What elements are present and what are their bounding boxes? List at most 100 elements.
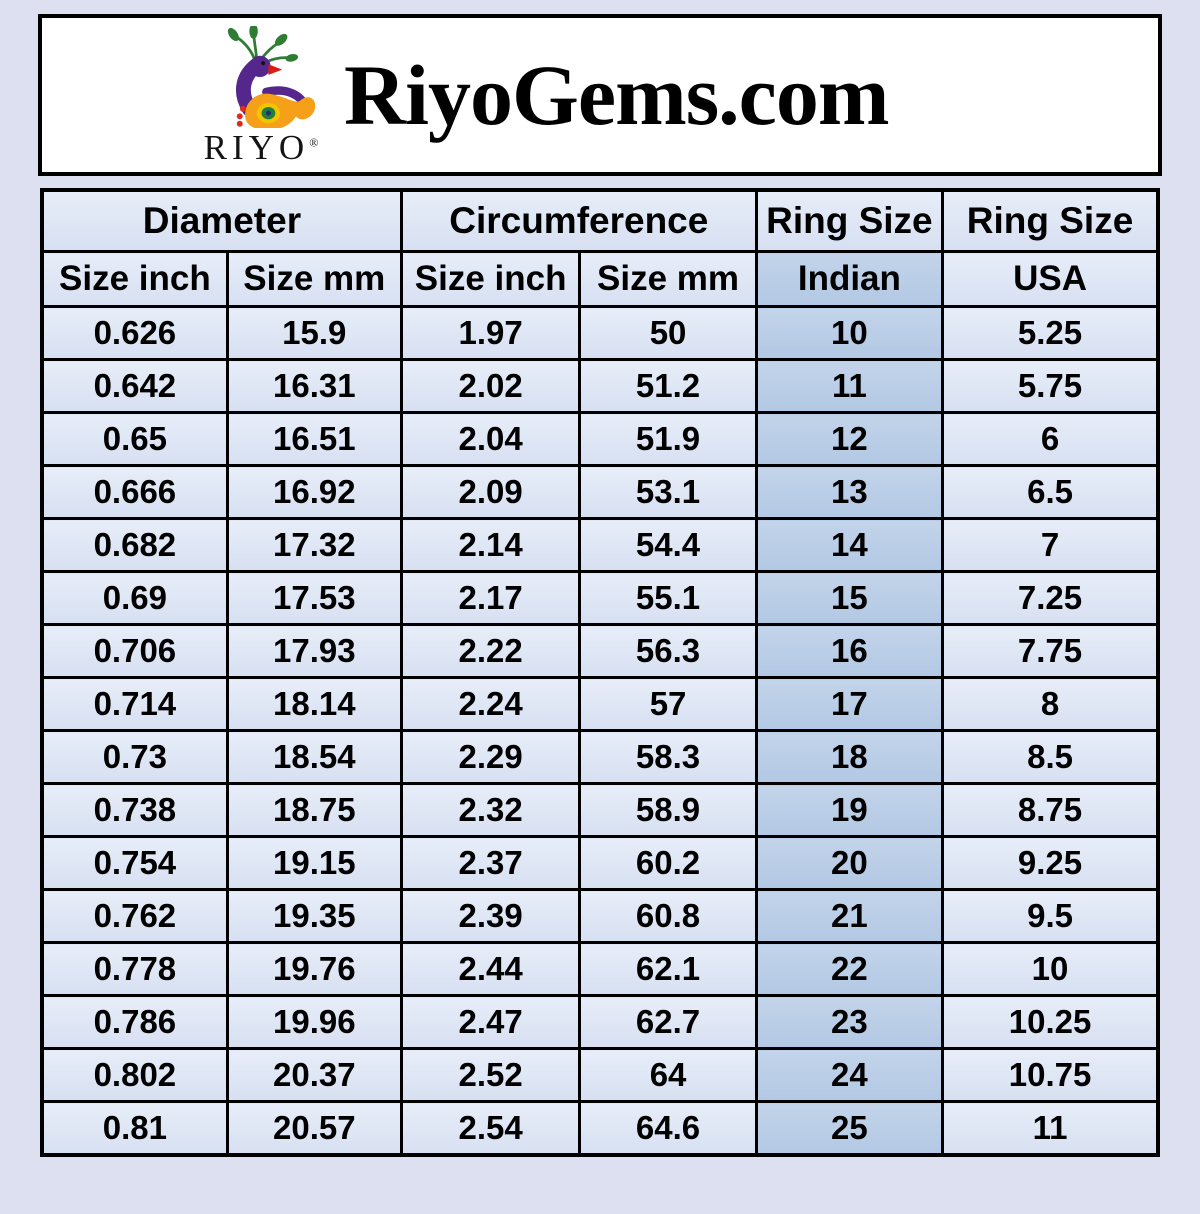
subheader-size-inch-circumference: Size inch: [399, 250, 582, 308]
table-cell: 7: [941, 517, 1160, 573]
table-row: 0.666 16.92 2.09 53.1 13 6.5: [40, 464, 1160, 520]
table-row: 0.626 15.9 1.97 50 10 5.25: [40, 305, 1160, 361]
table-cell: 6.5: [941, 464, 1160, 520]
table-cell: 5.25: [941, 305, 1160, 361]
table-cell: 55.1: [578, 570, 758, 626]
table-cell: 2.29: [399, 729, 582, 785]
header-banner: RIYO® RiyoGems.com: [38, 14, 1162, 176]
header-diameter: Diameter: [40, 188, 403, 253]
table-cell-indian: 19: [754, 782, 945, 838]
table-cell: 0.714: [40, 676, 229, 732]
table-cell: 0.762: [40, 888, 229, 944]
table-cell: 54.4: [578, 517, 758, 573]
table-cell: 62.1: [578, 941, 758, 997]
table-cell: 15.9: [225, 305, 403, 361]
table-cell: 60.2: [578, 835, 758, 891]
table-cell: 2.22: [399, 623, 582, 679]
table-cell: 2.24: [399, 676, 582, 732]
table-cell: 10: [941, 941, 1160, 997]
table-cell: 1.97: [399, 305, 582, 361]
table-cell: 2.14: [399, 517, 582, 573]
table-cell: 7.25: [941, 570, 1160, 626]
table-cell: 6: [941, 411, 1160, 467]
table-cell: 8.5: [941, 729, 1160, 785]
table-cell: 7.75: [941, 623, 1160, 679]
table-cell-indian: 18: [754, 729, 945, 785]
table-cell: 10.25: [941, 994, 1160, 1050]
table-cell: 53.1: [578, 464, 758, 520]
table-cell: 0.69: [40, 570, 229, 626]
table-cell: 58.3: [578, 729, 758, 785]
table-row: 0.73 18.54 2.29 58.3 18 8.5: [40, 729, 1160, 785]
subheader-size-mm-diameter: Size mm: [225, 250, 403, 308]
table-cell: 0.81: [40, 1100, 229, 1157]
table-cell: 2.39: [399, 888, 582, 944]
subheader-size-mm-circumference: Size mm: [578, 250, 758, 308]
table-cell: 51.2: [578, 358, 758, 414]
peacock-logo-icon: [227, 25, 316, 128]
table-cell: 64: [578, 1047, 758, 1103]
table-cell: 0.626: [40, 305, 229, 361]
table-cell: 2.52: [399, 1047, 582, 1103]
table-cell: 8.75: [941, 782, 1160, 838]
table-cell: 50: [578, 305, 758, 361]
table-cell: 17.53: [225, 570, 403, 626]
table-cell: 2.47: [399, 994, 582, 1050]
table-cell-indian: 10: [754, 305, 945, 361]
table-cell-indian: 20: [754, 835, 945, 891]
table-cell: 16.92: [225, 464, 403, 520]
header-circumference: Circumference: [399, 188, 758, 253]
table-cell-indian: 12: [754, 411, 945, 467]
table-cell: 2.09: [399, 464, 582, 520]
table-cell: 0.778: [40, 941, 229, 997]
riyo-logo: RIYO®: [202, 25, 320, 167]
table-cell: 2.44: [399, 941, 582, 997]
site-title: RiyoGems.com: [344, 47, 889, 143]
table-cell: 20.37: [225, 1047, 403, 1103]
sub-header-row: Size inch Size mm Size inch Size mm Indi…: [40, 250, 1160, 308]
table-cell-indian: 17: [754, 676, 945, 732]
table-row: 0.778 19.76 2.44 62.1 22 10: [40, 941, 1160, 997]
table-cell-indian: 14: [754, 517, 945, 573]
table-row: 0.65 16.51 2.04 51.9 12 6: [40, 411, 1160, 467]
table-row: 0.642 16.31 2.02 51.2 11 5.75: [40, 358, 1160, 414]
table-row: 0.754 19.15 2.37 60.2 20 9.25: [40, 835, 1160, 891]
table-cell-indian: 22: [754, 941, 945, 997]
table-cell: 2.02: [399, 358, 582, 414]
table-cell: 19.96: [225, 994, 403, 1050]
table-cell: 62.7: [578, 994, 758, 1050]
table-cell: 20.57: [225, 1100, 403, 1157]
table-cell: 0.786: [40, 994, 229, 1050]
table-cell-indian: 21: [754, 888, 945, 944]
table-cell-indian: 24: [754, 1047, 945, 1103]
table-row: 0.706 17.93 2.22 56.3 16 7.75: [40, 623, 1160, 679]
table-cell: 64.6: [578, 1100, 758, 1157]
table-cell: 18.54: [225, 729, 403, 785]
group-header-row: Diameter Circumference Ring Size Ring Si…: [40, 188, 1160, 253]
table-cell: 0.706: [40, 623, 229, 679]
table-cell-indian: 15: [754, 570, 945, 626]
table-cell: 19.15: [225, 835, 403, 891]
header-ring-size-indian: Ring Size: [754, 188, 945, 253]
table-cell: 0.666: [40, 464, 229, 520]
table-cell: 0.754: [40, 835, 229, 891]
table-row: 0.738 18.75 2.32 58.9 19 8.75: [40, 782, 1160, 838]
table-row: 0.682 17.32 2.14 54.4 14 7: [40, 517, 1160, 573]
logo-wordmark: RIYO®: [203, 127, 319, 167]
table-cell: 17.93: [225, 623, 403, 679]
subheader-indian: Indian: [754, 250, 945, 308]
table-cell: 19.35: [225, 888, 403, 944]
table-row: 0.69 17.53 2.17 55.1 15 7.25: [40, 570, 1160, 626]
table-cell: 8: [941, 676, 1160, 732]
ring-size-table: Diameter Circumference Ring Size Ring Si…: [40, 188, 1160, 1157]
table-cell: 16.51: [225, 411, 403, 467]
table-cell: 2.37: [399, 835, 582, 891]
table-cell: 5.75: [941, 358, 1160, 414]
table-cell: 0.65: [40, 411, 229, 467]
table-cell-indian: 25: [754, 1100, 945, 1157]
table-cell: 0.682: [40, 517, 229, 573]
header-ring-size-usa: Ring Size: [941, 188, 1160, 253]
table-cell: 56.3: [578, 623, 758, 679]
registered-trademark: ®: [309, 134, 319, 149]
table-cell-indian: 11: [754, 358, 945, 414]
